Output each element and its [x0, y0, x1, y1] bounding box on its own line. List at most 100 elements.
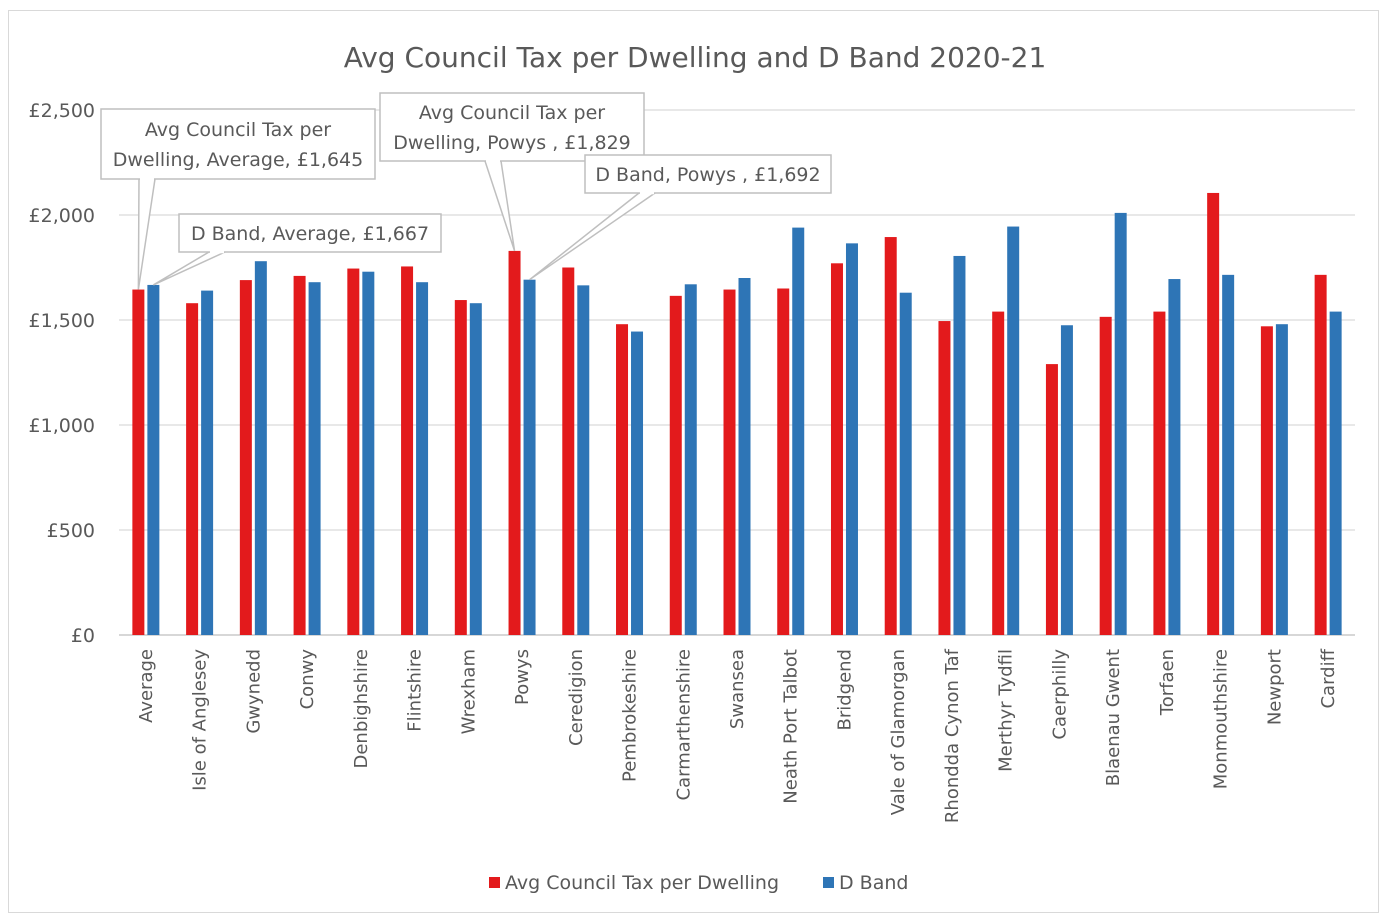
- x-tick-label: Ceredigion: [566, 649, 587, 746]
- legend-label: D Band: [839, 872, 908, 894]
- bar-d-band: [523, 279, 536, 635]
- callout-pointer: [152, 251, 226, 286]
- y-axis-ticks: £0 £500 £1,000 £1,500 £2,000 £2,500: [29, 100, 95, 647]
- bar-d-band: [577, 285, 590, 635]
- callout-pointer: [483, 160, 516, 252]
- bar-avg-council-tax: [508, 250, 521, 635]
- x-tick-label: Neath Port Talbot: [781, 649, 802, 804]
- bar-avg-council-tax: [347, 268, 360, 635]
- x-tick-label: Conwy: [297, 649, 318, 710]
- bar-avg-council-tax: [616, 324, 629, 635]
- y-tick-label: £500: [47, 520, 95, 542]
- bar-d-band: [308, 282, 321, 635]
- legend-item: D Band: [823, 872, 908, 894]
- bar-avg-council-tax: [1314, 274, 1327, 635]
- bar-avg-council-tax: [938, 321, 951, 635]
- x-tick-label: Swansea: [727, 649, 748, 729]
- legend-item: Avg Council Tax per Dwelling: [489, 872, 779, 894]
- bar-d-band: [845, 243, 858, 635]
- bar-d-band: [899, 292, 912, 635]
- chart-title: Avg Council Tax per Dwelling and D Band …: [344, 41, 1047, 74]
- bar-avg-council-tax: [1260, 326, 1273, 635]
- x-tick-label: Powys: [512, 649, 533, 705]
- bar-avg-council-tax: [401, 266, 414, 635]
- bar-d-band: [1007, 226, 1020, 636]
- bar-d-band: [1060, 325, 1073, 635]
- callout-text: D Band, Powys , £1,692: [595, 164, 820, 186]
- bar-d-band: [738, 278, 751, 635]
- callout-box: [100, 108, 376, 180]
- bar-avg-council-tax: [1207, 192, 1220, 635]
- x-tick-label: Torfaen: [1157, 649, 1178, 716]
- x-tick-label: Bridgend: [834, 649, 855, 731]
- x-tick-label: Wrexham: [458, 649, 479, 734]
- callout-pointer: [137, 178, 156, 290]
- bar-d-band: [469, 303, 482, 635]
- bar-d-band: [1275, 324, 1288, 635]
- bar-d-band: [1168, 279, 1181, 635]
- callout-box: [178, 213, 442, 253]
- x-tick-label: Blaenau Gwent: [1103, 649, 1124, 786]
- callout-text: Dwelling, Powys , £1,829: [393, 132, 631, 154]
- legend-label: Avg Council Tax per Dwelling: [505, 872, 779, 894]
- bar-d-band: [147, 284, 160, 635]
- bars: [132, 192, 1342, 636]
- x-tick-label: Denbighshire: [351, 649, 372, 768]
- bar-avg-council-tax: [1099, 316, 1112, 635]
- bar-avg-council-tax: [1045, 364, 1058, 635]
- data-callout: Avg Council Tax per Dwelling, Powys , £1,…: [379, 92, 645, 252]
- bar-avg-council-tax: [293, 275, 306, 635]
- bar-avg-council-tax: [454, 300, 467, 635]
- chart-svg: Avg Council Tax per Dwelling and D Band …: [29, 41, 1355, 894]
- bar-avg-council-tax: [723, 289, 736, 635]
- bar-d-band: [953, 255, 966, 635]
- x-tick-label: Monmouthshire: [1211, 649, 1232, 789]
- legend-swatch: [489, 877, 500, 888]
- data-callouts: Avg Council Tax per Dwelling, Average, £1…: [100, 92, 832, 290]
- callout-text: Dwelling, Average, £1,645: [113, 149, 363, 171]
- x-tick-label: Average: [136, 649, 157, 723]
- x-tick-label: Carmarthenshire: [673, 649, 694, 800]
- bar-avg-council-tax: [884, 237, 897, 636]
- bar-d-band: [792, 227, 805, 635]
- bar-avg-council-tax: [1153, 311, 1166, 635]
- x-tick-label: Cardiff: [1318, 648, 1339, 708]
- x-tick-label: Rhondda Cynon Taf: [942, 648, 963, 823]
- bar-d-band: [1222, 274, 1235, 635]
- bar-avg-council-tax: [186, 303, 199, 635]
- bar-d-band: [684, 284, 697, 635]
- x-tick-label: Merthyr Tydfil: [996, 649, 1017, 772]
- bar-d-band: [416, 282, 429, 635]
- callout-text: D Band, Average, £1,667: [191, 223, 429, 245]
- bar-avg-council-tax: [239, 280, 252, 635]
- x-tick-label: Gwynedd: [243, 649, 264, 734]
- bar-avg-council-tax: [669, 295, 682, 635]
- x-tick-label: Pembrokeshire: [620, 649, 641, 782]
- callout-pointer: [529, 192, 658, 281]
- y-tick-label: £1,000: [29, 415, 95, 437]
- bar-avg-council-tax: [777, 288, 790, 635]
- x-tick-label: Vale of Glamorgan: [888, 649, 909, 815]
- bar-d-band: [1114, 212, 1127, 635]
- callout-text: Avg Council Tax per: [145, 119, 331, 141]
- callout-box: [584, 154, 832, 194]
- y-tick-label: £2,000: [29, 205, 95, 227]
- bar-avg-council-tax: [830, 263, 843, 635]
- data-callout: D Band, Average, £1,667: [152, 213, 442, 286]
- legend-swatch: [823, 877, 834, 888]
- bar-d-band: [631, 331, 644, 635]
- data-callout: D Band, Powys , £1,692: [529, 154, 832, 281]
- x-tick-label: Newport: [1264, 649, 1285, 725]
- data-callout: Avg Council Tax per Dwelling, Average, £1…: [100, 108, 376, 290]
- legend: Avg Council Tax per Dwelling D Band: [489, 872, 908, 894]
- y-tick-label: £1,500: [29, 310, 95, 332]
- bar-d-band: [201, 290, 214, 635]
- bar-d-band: [362, 271, 375, 635]
- chart-frame: Avg Council Tax per Dwelling and D Band …: [8, 10, 1379, 913]
- x-tick-label: Caerphilly: [1049, 649, 1070, 740]
- y-tick-label: £2,500: [29, 100, 95, 122]
- y-tick-label: £0: [71, 625, 95, 647]
- x-tick-label: Flintshire: [405, 649, 426, 732]
- bar-avg-council-tax: [132, 289, 145, 635]
- x-tick-label: Isle of Anglesey: [190, 649, 211, 791]
